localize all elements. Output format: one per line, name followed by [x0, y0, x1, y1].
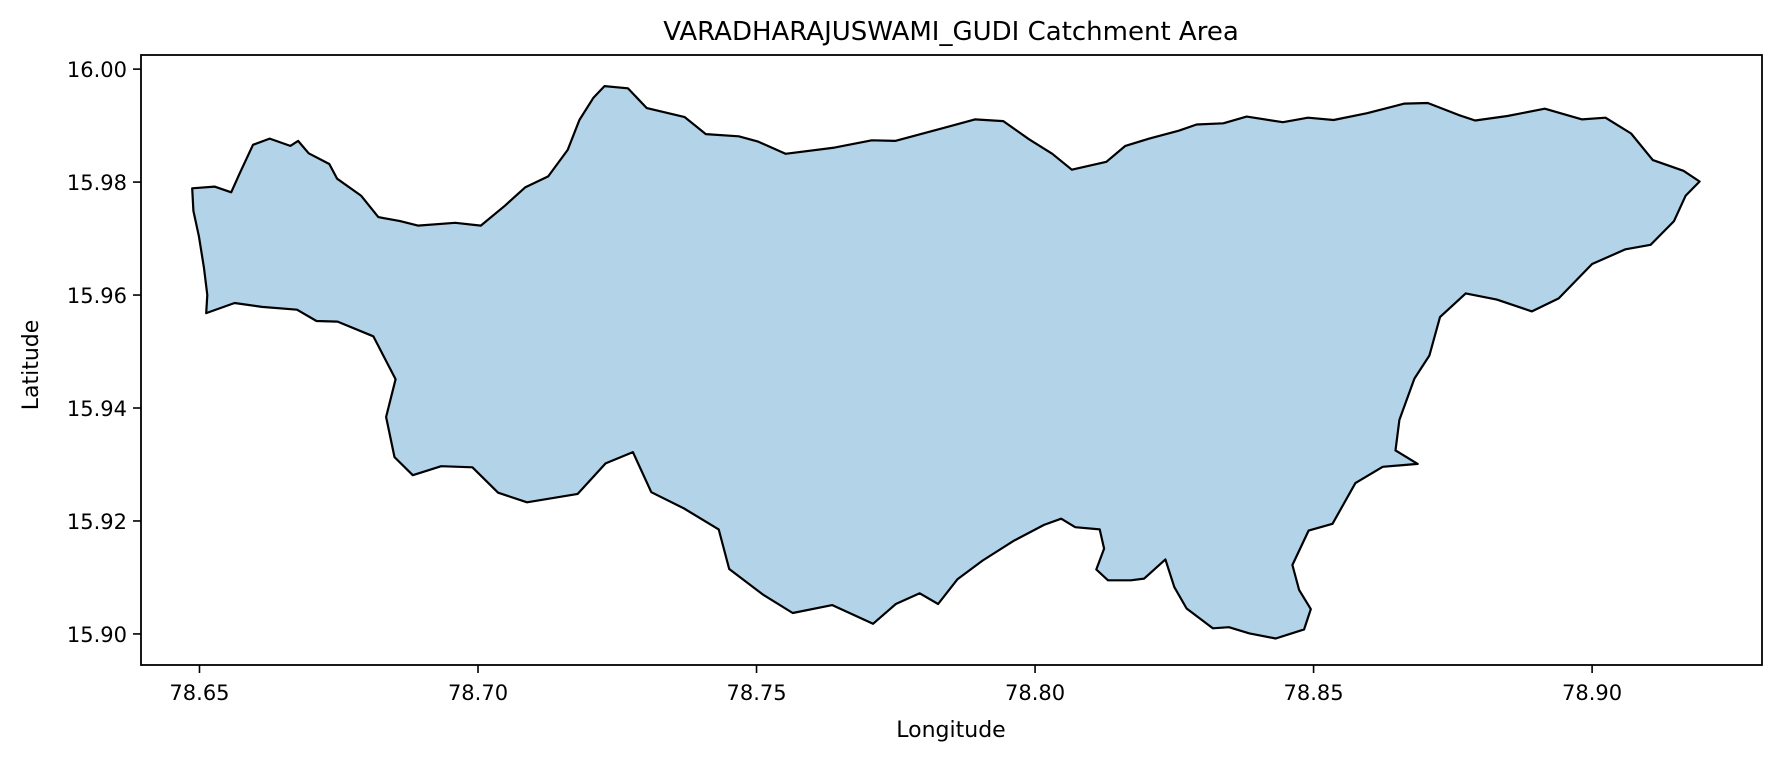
y-tick-label: 15.92 [67, 510, 127, 534]
y-tick-label: 15.98 [67, 171, 127, 195]
x-axis-ticks: 78.65 78.70 78.75 78.80 78.85 78.90 [169, 665, 1622, 705]
y-tick-label: 15.94 [67, 397, 127, 421]
x-tick-label: 78.65 [169, 681, 229, 705]
plot-area [140, 54, 1763, 666]
x-tick-label: 78.90 [1562, 681, 1622, 705]
x-tick-label: 78.80 [1005, 681, 1065, 705]
chart-title: VARADHARAJUSWAMI_GUDI Catchment Area [663, 17, 1239, 47]
axes-frame [140, 54, 1763, 666]
y-tick-label: 16.00 [67, 58, 127, 82]
x-tick-label: 78.85 [1284, 681, 1344, 705]
x-axis-label: Longitude [896, 718, 1005, 743]
y-tick-label: 15.96 [67, 284, 127, 308]
y-tick-label: 15.90 [67, 623, 127, 647]
y-axis-label: Latitude [19, 320, 44, 411]
x-tick-label: 78.75 [726, 681, 786, 705]
x-tick-label: 78.70 [448, 681, 508, 705]
catchment-area-polygon [191, 85, 1701, 640]
y-axis-ticks: 15.90 15.92 15.94 15.96 15.98 16.00 [67, 58, 141, 647]
